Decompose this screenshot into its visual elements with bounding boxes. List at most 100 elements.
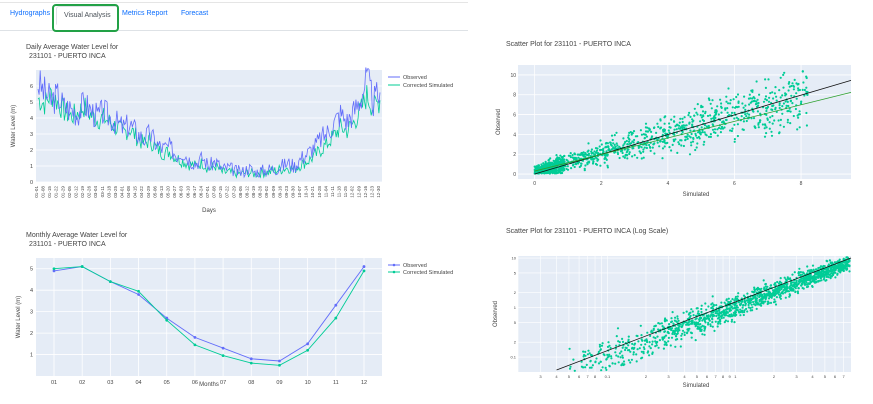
y-tick-label: 0.1 — [510, 355, 516, 360]
scatter-point — [784, 296, 787, 299]
scatter-point — [584, 366, 587, 369]
scatter-chart[interactable]: 0 2 4 6 8 10 0 2 4 6 8 Observed Simulated — [490, 55, 873, 205]
scatter-point — [762, 100, 766, 103]
tab-visual-analysis[interactable]: Visual Analysis — [56, 6, 119, 25]
scatter-point — [826, 260, 829, 263]
scatter-point — [642, 150, 645, 153]
scatter-point — [784, 278, 787, 281]
scatter-point — [766, 105, 770, 109]
scatter-point — [776, 280, 779, 284]
scatter-point — [794, 286, 797, 289]
scatter-point — [701, 333, 704, 336]
scatter-point — [631, 155, 634, 158]
scatter-point — [559, 154, 562, 157]
scatter-point — [666, 141, 669, 144]
scatter-point — [712, 131, 716, 134]
scatter-point — [653, 152, 656, 155]
y-tick-label: 2 — [30, 331, 33, 337]
scatter-point — [713, 114, 716, 117]
scatter-point — [680, 334, 683, 337]
scatter-point — [595, 149, 599, 152]
scatter-point — [675, 335, 678, 338]
scatter-point — [651, 351, 654, 354]
scatter-point — [711, 99, 714, 102]
scatter-point — [663, 326, 666, 329]
scatter-point — [626, 154, 629, 157]
scatter-point — [826, 269, 829, 272]
scatter-point — [592, 157, 595, 161]
daily-legend[interactable]: Observed Corrected Simulated — [388, 75, 453, 89]
simulated-point — [80, 265, 84, 268]
scatter-point — [768, 127, 771, 130]
scatter-point — [792, 84, 795, 87]
scatter-point — [709, 324, 712, 328]
scatter-point — [769, 284, 772, 287]
tab-hydrographs[interactable]: Hydrographs — [10, 10, 51, 17]
scatter-point — [711, 321, 714, 324]
scatter-point — [636, 348, 639, 351]
x-tick-label: 10-14 — [304, 186, 309, 198]
x-tick-label: 6 — [706, 374, 709, 379]
scatter-point — [753, 296, 756, 299]
scatter-point — [758, 295, 761, 299]
scatter-point — [622, 137, 625, 140]
x-tick-label: 05-13 — [159, 186, 164, 198]
x-tick-label: 12 — [361, 380, 367, 386]
scatter-point — [815, 272, 819, 275]
scatter-log-y-axis-label: Observed — [493, 301, 499, 327]
scatter-point — [691, 140, 695, 143]
scatter-point — [602, 353, 605, 356]
scatter-point — [693, 321, 696, 324]
scatter-point — [640, 146, 643, 149]
scatter-point — [749, 307, 752, 310]
scatter-point — [571, 156, 574, 159]
x-tick-label: 2 — [600, 181, 603, 187]
scatter-point — [805, 75, 808, 78]
scatter-point — [736, 295, 739, 298]
x-tick-label: 12-30 — [376, 186, 381, 198]
x-tick-label: 05 — [164, 380, 170, 386]
scatter-point — [720, 105, 723, 108]
scatter-point — [779, 124, 782, 127]
observed-point — [334, 303, 338, 307]
tab-forecast[interactable]: Forecast — [181, 10, 209, 17]
tab-metrics-report[interactable]: Metrics Report — [122, 10, 168, 17]
scatter-point — [706, 315, 709, 318]
scatter-point — [786, 121, 789, 124]
scatter-point — [627, 134, 630, 137]
scatter-point — [610, 355, 613, 358]
scatter-point — [717, 113, 720, 116]
scatter-point — [760, 297, 763, 300]
scatter-point — [729, 102, 732, 105]
simulated-point — [165, 318, 169, 322]
scatter-point — [763, 135, 767, 138]
scatter-point — [623, 156, 626, 159]
scatter-point — [713, 118, 716, 121]
scatter-point — [574, 156, 577, 159]
scatter-point — [702, 143, 705, 146]
scatter-point — [633, 342, 637, 345]
scatter-point — [801, 70, 804, 73]
scatter-point — [848, 270, 851, 273]
scatter-point — [698, 326, 701, 330]
y-tick-label: 3 — [30, 132, 33, 138]
scatter-point — [806, 93, 809, 96]
scatter-point — [685, 321, 688, 324]
scatter-point — [630, 358, 633, 361]
scatter-point — [832, 266, 835, 269]
scatter-point — [714, 109, 717, 112]
scatter-point — [847, 260, 850, 263]
legend-observed-label: Observed — [403, 263, 427, 269]
x-tick-label: 4 — [555, 374, 558, 379]
scatter-point — [677, 319, 680, 322]
monthly-legend[interactable]: Observed Corrected Simulated — [388, 263, 453, 276]
scatter-point — [762, 279, 765, 282]
scatter-point — [781, 290, 784, 293]
scatter-y-axis-label: Observed — [496, 109, 502, 135]
scatter-point — [764, 86, 767, 89]
scatter-point — [811, 285, 814, 288]
scatter-point — [765, 132, 768, 135]
